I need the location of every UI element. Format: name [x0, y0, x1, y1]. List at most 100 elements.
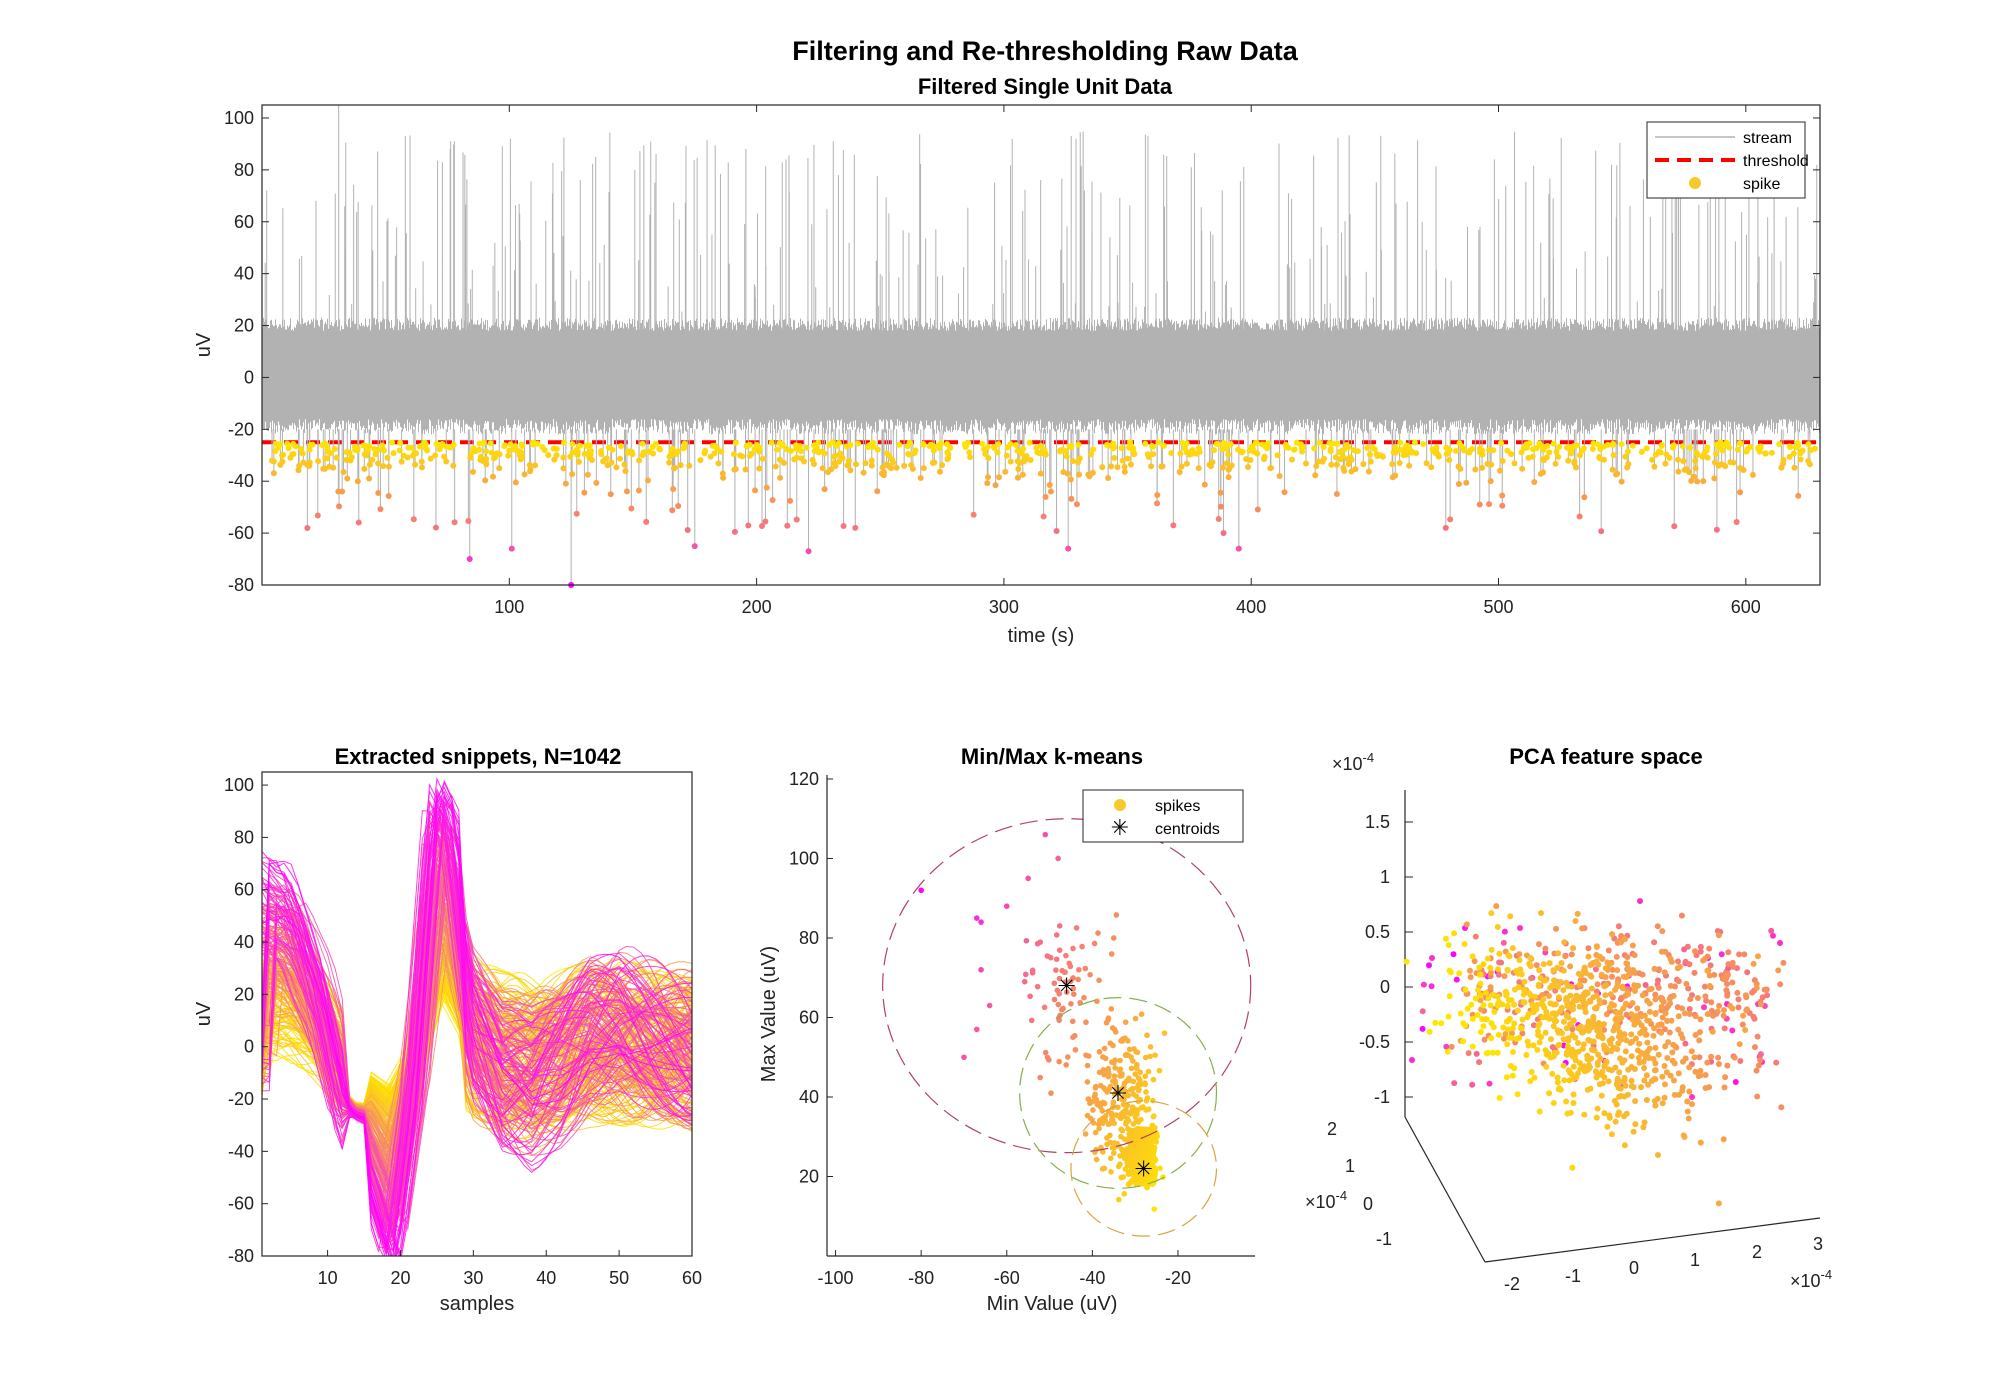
kmeans-point: [1120, 1084, 1127, 1090]
kmeans-point: [1142, 1073, 1149, 1080]
spike-point: [939, 462, 946, 469]
snippet-waveforms: [262, 777, 692, 1256]
spike-point: [1225, 474, 1232, 481]
kmeans-point: [1142, 1150, 1149, 1157]
spike-point: [1245, 464, 1252, 471]
spike-point: [1118, 445, 1125, 452]
spike-point: [911, 449, 918, 456]
spike-point: [1533, 445, 1540, 452]
kmeans-point: [918, 887, 924, 894]
spike-point: [1354, 448, 1361, 455]
pca-point: [1472, 933, 1479, 940]
spike-point: [400, 452, 407, 459]
spike-point: [675, 448, 682, 455]
pca-point: [1474, 1012, 1481, 1019]
pca-point: [1702, 993, 1709, 1000]
spike-point: [1406, 462, 1413, 469]
spike-point: [644, 477, 651, 484]
pca-point: [1724, 1062, 1731, 1069]
kmeans-point: [1084, 1079, 1091, 1085]
spike-point: [868, 457, 875, 464]
spike-point: [1239, 448, 1246, 455]
spike-point: [657, 446, 664, 453]
pca-point: [1768, 927, 1775, 934]
pca-point: [1601, 1046, 1608, 1053]
kmeans-point: [1128, 1136, 1135, 1143]
spike-point: [1396, 460, 1403, 467]
spike-point: [828, 466, 835, 473]
spike-point: [1036, 450, 1043, 457]
pca-point: [1523, 1052, 1530, 1058]
spike-point: [1168, 450, 1175, 457]
snippet-waveform: [262, 782, 692, 1256]
kmeans-point: [1130, 1104, 1136, 1110]
spike-point: [1529, 453, 1536, 460]
kmeans-point: [1153, 1139, 1160, 1145]
kmeans-point: [1110, 935, 1117, 941]
kmeans-point: [1100, 1149, 1106, 1155]
snippets-xlabel: samples: [440, 1293, 514, 1315]
pca-point: [1576, 1003, 1583, 1010]
pca-point: [1702, 1085, 1709, 1091]
pca-point: [1535, 983, 1542, 989]
snip-ytick-label: 0: [244, 1037, 254, 1057]
spike-point: [617, 455, 624, 462]
pca-point: [1658, 1029, 1665, 1036]
spike-point: [1443, 450, 1450, 457]
kmeans-point: [1135, 1087, 1142, 1094]
spike-point: [855, 440, 862, 447]
spike-point: [1088, 451, 1095, 458]
snippets-ylabel: uV: [193, 1001, 215, 1026]
spike-point: [1713, 450, 1720, 457]
spike-point: [519, 442, 526, 449]
spike-point: [433, 441, 440, 448]
spike-point: [1220, 529, 1227, 536]
pca-point: [1634, 1005, 1641, 1012]
spike-point: [944, 449, 951, 456]
spike-point: [1248, 443, 1255, 450]
kmeans-point: [1145, 1106, 1152, 1112]
spike-point: [772, 463, 779, 470]
kmeans-point: [1119, 1127, 1126, 1134]
pca-point: [1520, 991, 1527, 998]
pca-point: [1613, 953, 1620, 960]
spike-point: [759, 523, 766, 530]
pca-point: [1477, 992, 1484, 999]
pca-point: [1718, 951, 1725, 958]
pca-point: [1443, 1043, 1450, 1050]
cluster-circles: [882, 818, 1252, 1237]
pca-point: [1707, 962, 1714, 969]
pca-point: [1503, 1074, 1510, 1081]
kmeans-point: [1068, 1001, 1074, 1007]
spike-point: [490, 473, 497, 480]
kmeans-point: [1056, 1017, 1062, 1024]
spike-point: [1332, 454, 1339, 461]
pca-point: [1606, 1114, 1613, 1121]
pca-point: [1697, 948, 1704, 955]
spike-point: [769, 497, 776, 504]
spike-point: [1333, 461, 1340, 468]
kmeans-point: [1093, 1156, 1100, 1163]
spike-point: [731, 528, 738, 535]
spike-point: [1718, 461, 1725, 468]
spike-point: [1674, 456, 1681, 463]
pca-point: [1715, 1200, 1722, 1207]
spike-point: [493, 450, 500, 457]
pca-point: [1550, 1023, 1557, 1030]
spike-point: [1207, 463, 1214, 470]
pca-point: [1489, 1049, 1496, 1056]
pca-point: [1547, 1000, 1554, 1007]
pca-point: [1706, 972, 1713, 979]
kmeans-point: [1085, 1096, 1092, 1102]
pca-point: [1494, 924, 1501, 930]
pca-point: [1638, 1084, 1645, 1091]
spike-point: [1694, 478, 1701, 485]
spike-point: [487, 440, 494, 447]
spike-point: [994, 449, 1001, 456]
pca-point: [1575, 1040, 1581, 1046]
spike-point: [1364, 445, 1371, 452]
pca-point: [1612, 1022, 1619, 1029]
pca-point: [1680, 1132, 1687, 1139]
spike-point: [819, 465, 826, 472]
top-ytick-label: 20: [234, 316, 254, 336]
